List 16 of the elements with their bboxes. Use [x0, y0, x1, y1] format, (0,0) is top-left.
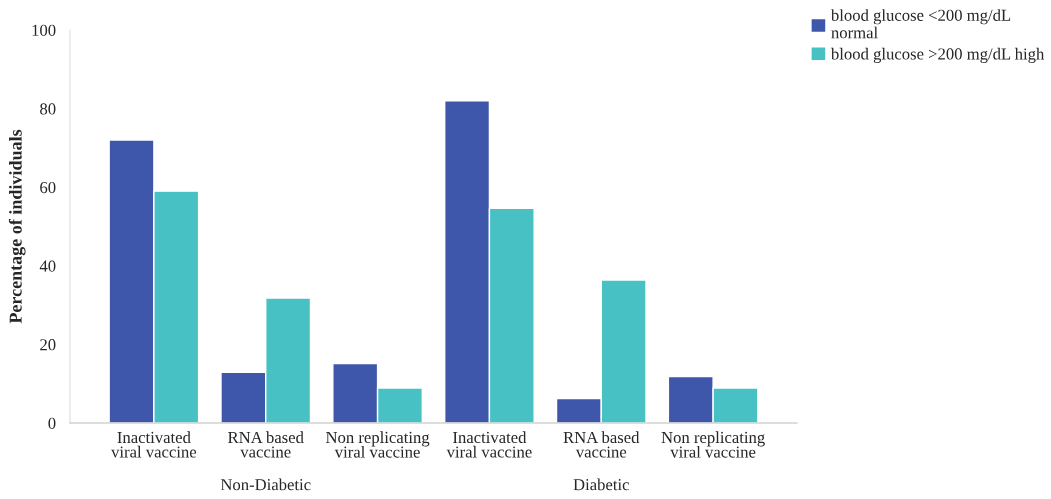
y-tick-label: 60 [40, 181, 56, 194]
legend-label: blood glucose >200 mg/dL high [830, 47, 1045, 64]
x-tick-label: RNA based vaccine [563, 431, 640, 458]
x-tick-label: Non replicating viral vaccine [325, 431, 430, 458]
text: Non-Diabetic [220, 478, 311, 491]
x-tick-label: Non replicating viral vaccine [661, 431, 765, 458]
y-tick-label: 100 [32, 24, 56, 36]
y-tick-label: 20 [40, 339, 56, 351]
x-tick-label: Inactivated viral vaccine [111, 431, 197, 458]
x-tick-label: RNA based vaccine [228, 431, 304, 458]
y-tick-label: 40 [39, 260, 56, 272]
y-tick-label: 0 [48, 417, 56, 429]
text: Diabetic [573, 478, 629, 491]
y-axis-title: Percentage of individuals [8, 129, 26, 324]
y-tick-label: 80 [40, 103, 56, 115]
x-tick-label: Inactivated viral vaccine [446, 431, 532, 458]
